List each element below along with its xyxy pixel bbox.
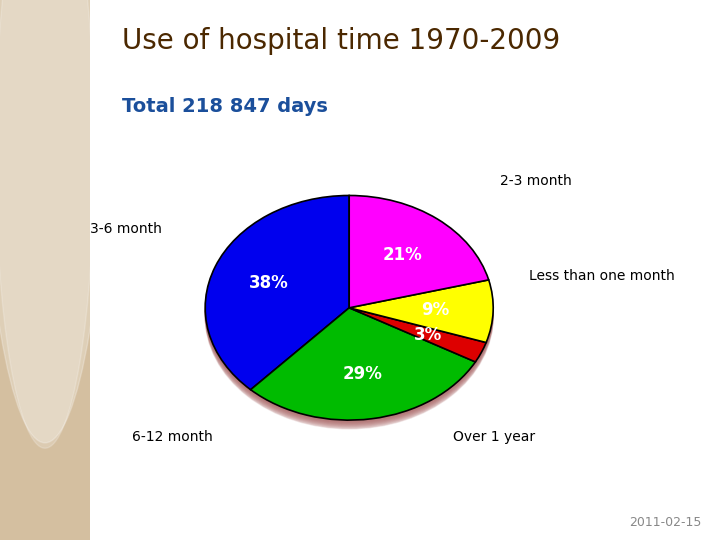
Text: 3-6 month: 3-6 month bbox=[90, 221, 162, 235]
Wedge shape bbox=[349, 308, 486, 362]
Text: Less than one month: Less than one month bbox=[529, 269, 675, 283]
Ellipse shape bbox=[205, 198, 493, 422]
Text: 29%: 29% bbox=[343, 366, 382, 383]
Text: 2011-02-15: 2011-02-15 bbox=[629, 516, 701, 529]
Text: 9%: 9% bbox=[421, 301, 450, 319]
Text: Total 218 847 days: Total 218 847 days bbox=[122, 97, 328, 116]
Wedge shape bbox=[205, 195, 349, 390]
Ellipse shape bbox=[205, 204, 493, 429]
Wedge shape bbox=[349, 195, 489, 308]
Ellipse shape bbox=[205, 200, 493, 424]
Ellipse shape bbox=[205, 199, 493, 423]
Ellipse shape bbox=[205, 203, 493, 428]
Wedge shape bbox=[349, 280, 493, 342]
Ellipse shape bbox=[205, 197, 493, 421]
Text: 21%: 21% bbox=[382, 246, 422, 264]
Text: Over 1 year: Over 1 year bbox=[453, 430, 535, 444]
Circle shape bbox=[0, 0, 94, 448]
Wedge shape bbox=[251, 308, 475, 420]
Text: 38%: 38% bbox=[249, 274, 289, 292]
Text: 2-3 month: 2-3 month bbox=[500, 174, 572, 188]
Circle shape bbox=[0, 0, 108, 443]
Text: 6-12 month: 6-12 month bbox=[132, 430, 212, 444]
Ellipse shape bbox=[205, 202, 493, 427]
Text: Use of hospital time 1970-2009: Use of hospital time 1970-2009 bbox=[122, 27, 559, 55]
Ellipse shape bbox=[205, 201, 493, 426]
Text: 3%: 3% bbox=[415, 326, 443, 343]
